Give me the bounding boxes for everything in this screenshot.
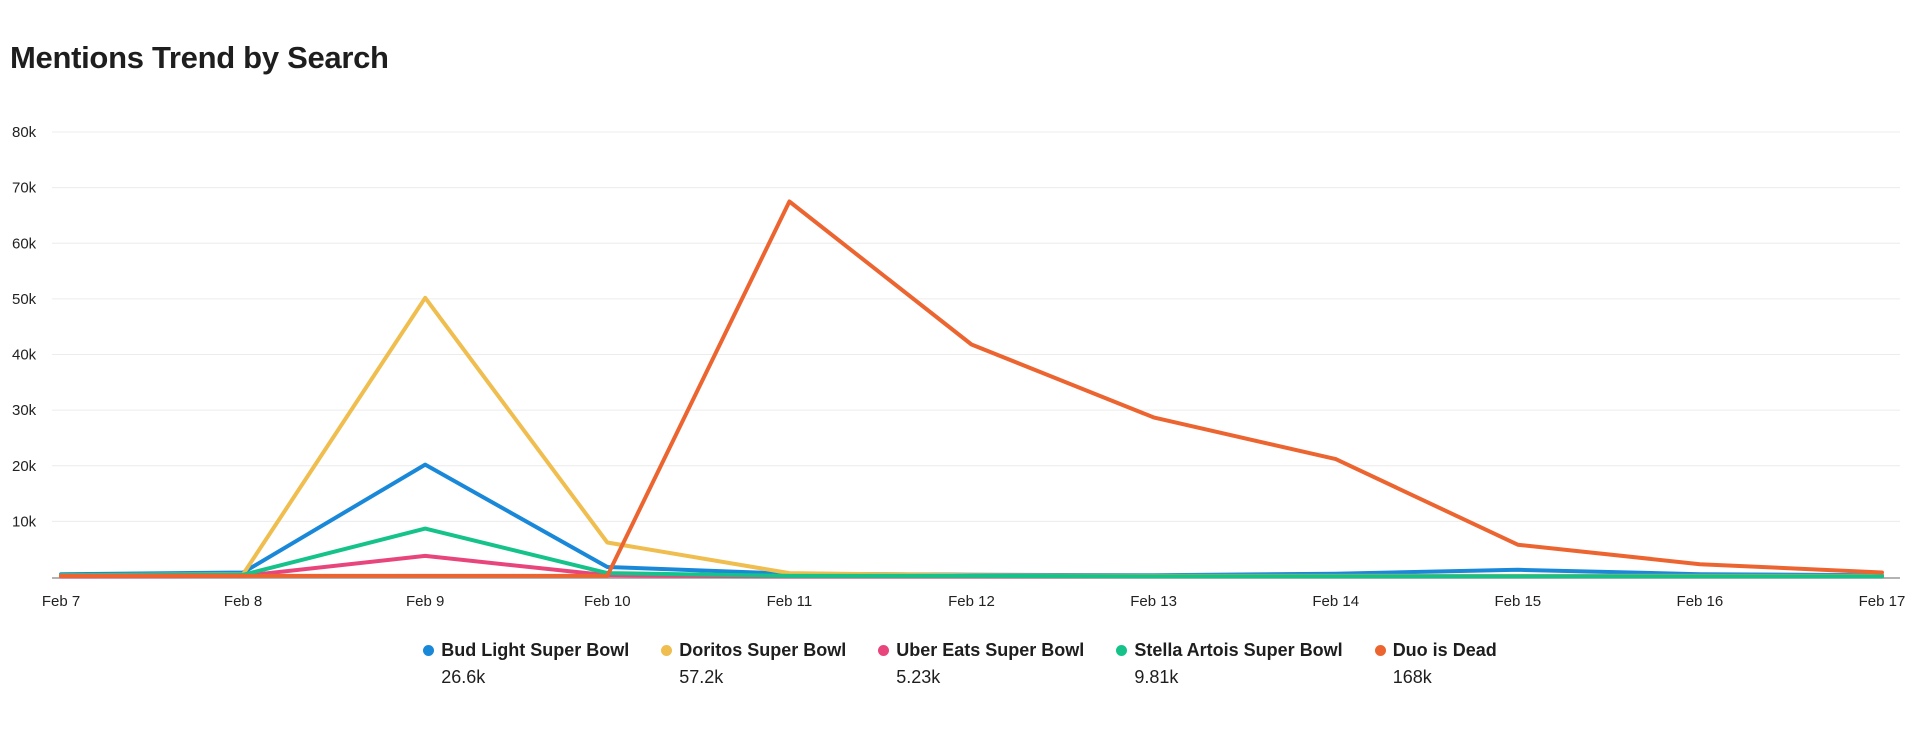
y-tick-label: 10k <box>12 513 37 530</box>
x-tick-label: Feb 9 <box>406 593 444 610</box>
legend-color-dot-icon <box>661 645 673 656</box>
legend-item[interactable]: Uber Eats Super Bowl 5.23k <box>878 640 1084 688</box>
legend-head: Duo is Dead <box>1374 640 1497 661</box>
y-tick-label: 30k <box>12 402 37 419</box>
legend-color-dot-icon <box>878 645 890 656</box>
x-tick-label: Feb 10 <box>584 593 631 610</box>
chart-title: Mentions Trend by Search <box>10 40 389 75</box>
y-tick-label: 60k <box>12 235 37 252</box>
legend-item[interactable]: Stella Artois Super Bowl 9.81k <box>1116 640 1343 688</box>
legend-color-dot-icon <box>1374 645 1386 656</box>
legend-series-total: 26.6k <box>441 667 486 687</box>
legend-series-total: 57.2k <box>679 667 724 687</box>
x-tick-label: Feb 16 <box>1677 593 1724 610</box>
series-line-duo-is-dead[interactable] <box>59 199 1884 578</box>
legend-head: Doritos Super Bowl <box>661 640 846 661</box>
x-tick-label: Feb 14 <box>1312 593 1359 610</box>
x-tick-label: Feb 8 <box>224 593 262 610</box>
y-tick-label: 50k <box>12 291 37 308</box>
legend-series-name: Doritos Super Bowl <box>679 640 847 660</box>
series-line-bud-light-super-bowl[interactable] <box>59 462 1884 578</box>
y-tick-label: 20k <box>12 458 37 475</box>
x-tick-label: Feb 15 <box>1494 593 1541 610</box>
legend-series-name: Uber Eats Super Bowl <box>896 640 1085 660</box>
y-tick-label: 40k <box>12 347 37 364</box>
legend-item[interactable]: Duo is Dead 168k <box>1374 640 1497 688</box>
legend-head: Bud Light Super Bowl <box>423 640 629 661</box>
legend-series-total: 9.81k <box>1134 667 1179 687</box>
chart-legend: Bud Light Super Bowl 26.6k Doritos Super B… <box>0 640 1920 688</box>
x-tick-label: Feb 12 <box>948 593 995 610</box>
legend-head: Uber Eats Super Bowl <box>878 640 1084 661</box>
legend-color-dot-icon <box>423 645 435 656</box>
x-tick-label: Feb 13 <box>1130 593 1177 610</box>
y-tick-label: 80k <box>12 124 37 141</box>
x-tick-label: Feb 17 <box>1859 593 1906 610</box>
x-tick-label: Feb 11 <box>767 593 813 610</box>
legend-head: Stella Artois Super Bowl <box>1116 640 1343 661</box>
y-tick-label: 70k <box>12 180 37 197</box>
line-chart: 10k 20k 30k 40k 50k 60k 70k 80k Feb 7 Feb 8 Feb 9… <box>12 124 1906 610</box>
x-tick-label: Feb 7 <box>42 593 80 610</box>
legend-series-total: 5.23k <box>896 667 941 687</box>
series-line-stella-artois-super-bowl[interactable] <box>59 526 1884 579</box>
legend-item[interactable]: Doritos Super Bowl 57.2k <box>661 640 846 688</box>
legend-series-name: Duo is Dead <box>1392 640 1497 660</box>
legend-series-name: Stella Artois Super Bowl <box>1134 640 1343 660</box>
series-lines <box>59 199 1884 579</box>
legend-color-dot-icon <box>1116 645 1128 656</box>
series-line-doritos-super-bowl[interactable] <box>59 295 1884 578</box>
y-axis-ticks: 10k 20k 30k 40k 50k 60k 70k 80k <box>12 124 37 530</box>
legend-item[interactable]: Bud Light Super Bowl 26.6k <box>423 640 629 688</box>
x-axis-ticks: Feb 7 Feb 8 Feb 9 Feb 10 Feb 11 Feb 12 Feb 13 F… <box>42 593 1906 610</box>
grid-lines <box>52 131 1900 522</box>
legend-series-name: Bud Light Super Bowl <box>441 640 630 660</box>
legend-series-total: 168k <box>1392 667 1432 687</box>
